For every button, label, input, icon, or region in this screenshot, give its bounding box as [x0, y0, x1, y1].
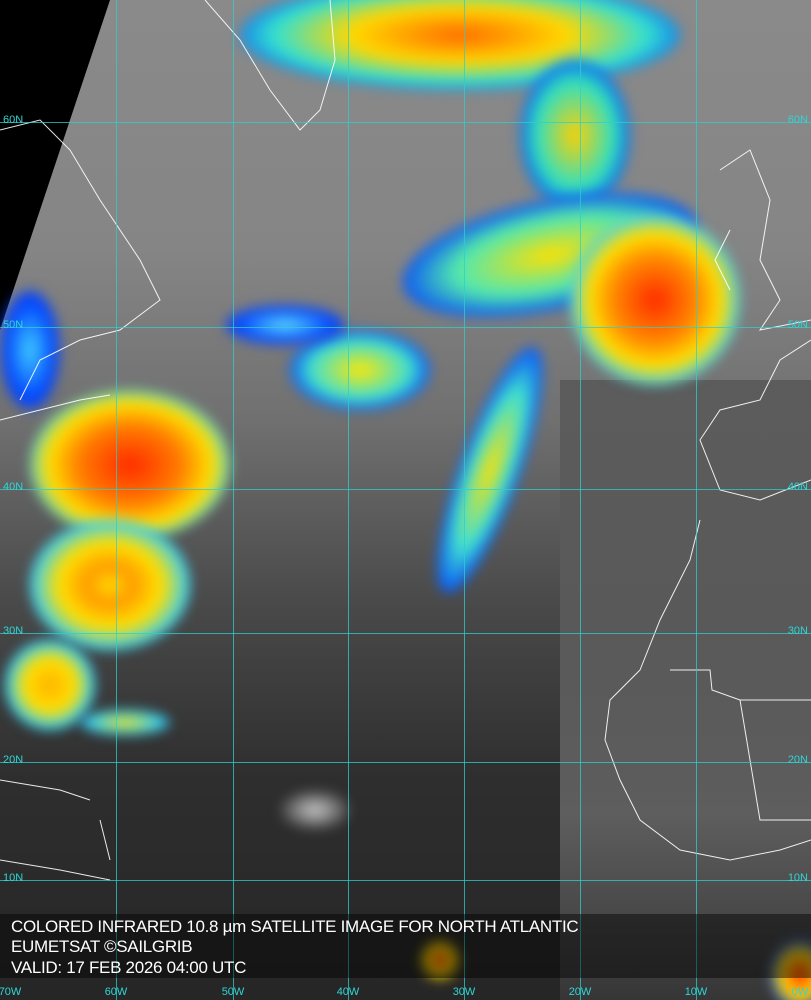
lat-label-left: 30N — [3, 625, 24, 637]
lon-label: 0W — [791, 986, 809, 998]
image-credit: EUMETSAT ©SAILGRIB — [11, 937, 193, 956]
lon-label: 30W — [452, 986, 476, 998]
valid-time: VALID: 17 FEB 2026 04:00 UTC — [11, 958, 247, 977]
lon-label: 50W — [221, 986, 245, 998]
lat-label-left: 60N — [3, 114, 24, 126]
lat-label-left: 50N — [3, 319, 24, 331]
lon-label: 40W — [336, 986, 360, 998]
image-title: COLORED INFRARED 10.8 µm SATELLITE IMAGE… — [11, 917, 579, 936]
lon-label: 70W — [0, 986, 22, 998]
off-disk-area — [0, 0, 110, 330]
lat-label-right: 30N — [787, 625, 808, 637]
lon-label: 20W — [568, 986, 592, 998]
lat-label-left: 40N — [3, 481, 24, 493]
lon-label: 10W — [684, 986, 708, 998]
lat-label-left: 10N — [3, 872, 24, 884]
lat-label-right: 40N — [787, 481, 808, 493]
lat-label-left: 20N — [3, 754, 24, 766]
lat-label-right: 60N — [787, 114, 808, 126]
lat-label-right: 20N — [787, 754, 808, 766]
caption-box: COLORED INFRARED 10.8 µm SATELLITE IMAGE… — [0, 914, 811, 978]
lat-label-right: 50N — [787, 319, 808, 331]
lon-label: 60W — [104, 986, 128, 998]
land-africa-europe — [560, 380, 811, 1000]
lat-label-right: 10N — [787, 872, 808, 884]
